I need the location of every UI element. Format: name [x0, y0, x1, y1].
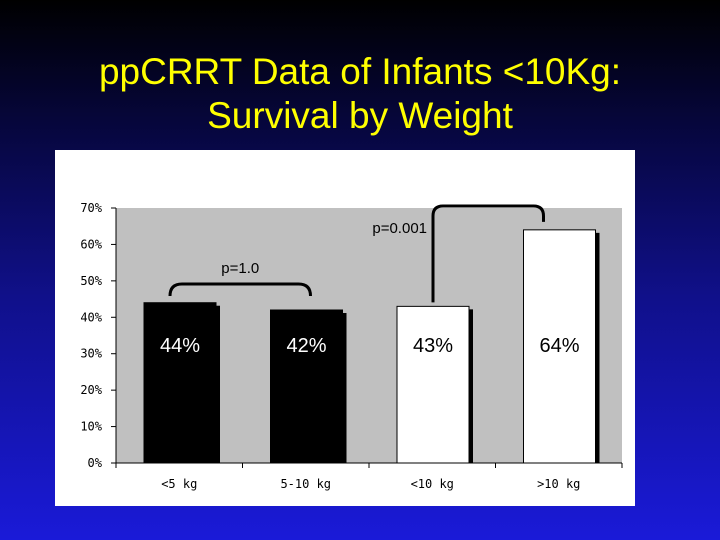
title-line-2: Survival by Weight — [207, 95, 513, 136]
bar-data-label: 44% — [160, 335, 200, 357]
y-tick-label: 0% — [88, 456, 103, 470]
y-tick-label: 70% — [80, 201, 102, 215]
bar-data-label: 43% — [413, 335, 453, 357]
annotation-p2: p=0.001 — [372, 220, 427, 237]
y-tick-label: 60% — [80, 237, 102, 251]
bar-data-label: 42% — [286, 335, 326, 357]
y-tick-label: 50% — [80, 274, 102, 288]
bar — [396, 305, 470, 464]
bar — [143, 302, 217, 464]
y-tick-label: 10% — [80, 420, 102, 434]
bracket-p1 — [168, 282, 312, 297]
title-line-1: ppCRRT Data of Infants <10Kg: — [98, 51, 622, 92]
annotation-p1: p=1.0 — [221, 260, 259, 277]
bracket-p2 — [431, 204, 545, 303]
x-category-label: <5 kg — [161, 477, 197, 491]
x-category-label: >10 kg — [537, 477, 580, 491]
x-category-label: <10 kg — [411, 477, 454, 491]
bar-data-label: 64% — [539, 335, 579, 357]
slide-title: ppCRRT Data of Infants <10Kg: Survival b… — [0, 50, 720, 138]
x-category-label: 5-10 kg — [280, 477, 331, 491]
bar — [523, 229, 596, 464]
y-tick-label: 30% — [80, 347, 102, 361]
y-tick-label: 40% — [80, 310, 102, 324]
bar — [270, 309, 343, 464]
y-tick-label: 20% — [80, 383, 102, 397]
